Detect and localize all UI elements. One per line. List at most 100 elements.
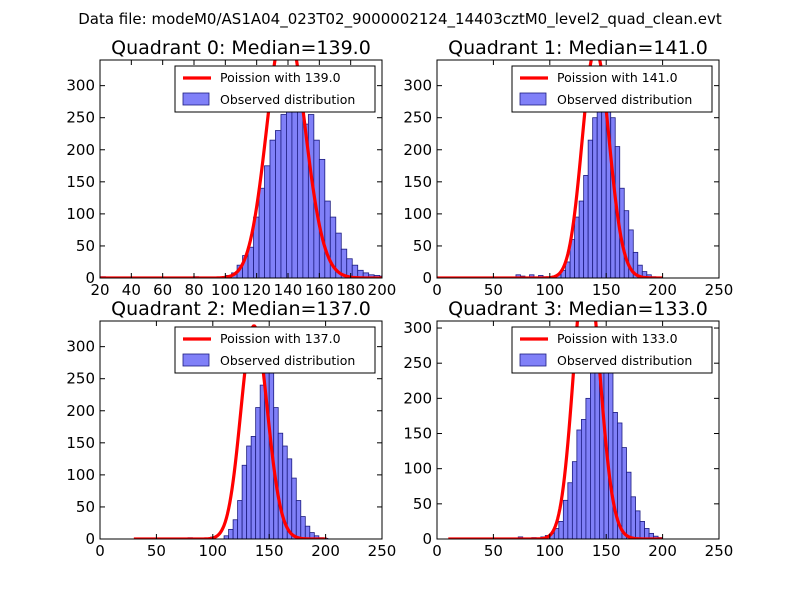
histogram-bar: [590, 366, 596, 539]
histogram-bar: [304, 525, 311, 539]
legend-line-label: Poission with 141.0: [557, 70, 678, 85]
histogram-bar: [608, 362, 614, 539]
histogram-bar: [578, 200, 585, 278]
x-tick-label: 120: [242, 281, 271, 299]
poisson-curve: [100, 60, 382, 278]
histogram-bar: [571, 461, 578, 539]
histogram-bar: [562, 499, 569, 539]
y-tick-label: 150: [403, 173, 432, 191]
histogram-bar: [264, 346, 270, 539]
x-tick-label: 0: [95, 542, 105, 560]
y-tick-label: 300: [66, 338, 95, 356]
legend-hist-swatch: [182, 353, 210, 367]
y-tick-label: 100: [403, 205, 432, 223]
x-tick-label: 150: [592, 542, 621, 560]
x-tick-label: 250: [705, 281, 734, 299]
histogram-bar: [567, 482, 573, 539]
histogram-bar: [241, 464, 248, 539]
legend-hist-label: Observed distribution: [557, 92, 692, 107]
legend-hist-swatch: [519, 353, 547, 367]
x-tick-label: 80: [184, 281, 203, 299]
y-tick-label: 100: [66, 205, 95, 223]
histogram-bar: [280, 114, 287, 278]
histogram-bar: [587, 139, 594, 278]
figure-suptitle: Data file: modeM0/AS1A04_023T02_90000021…: [78, 10, 722, 29]
x-tick-label: 200: [648, 281, 677, 299]
histogram-bar: [626, 471, 632, 539]
x-tick-label: 50: [147, 542, 166, 560]
subplot-title: Quadrant 0: Median=139.0: [111, 37, 371, 59]
subplot-quadrant-0: 20 40 60 80 100 120 140 160 180 20005010015020025…: [66, 37, 396, 299]
histogram-bar: [594, 359, 600, 539]
histogram-bar: [574, 216, 580, 278]
x-tick-label: 100: [535, 542, 564, 560]
subplot-quadrant-1: 0 50 100 150 200 250 0 50 100 150 200 250 300 Quadran…: [403, 37, 733, 299]
legend-line-label: Poission with 139.0: [220, 70, 341, 85]
y-tick-label: 300: [403, 77, 432, 95]
y-tick-label: 200: [66, 402, 95, 420]
histogram-bar: [558, 521, 564, 539]
legend-hist-label: Observed distribution: [557, 353, 692, 368]
x-tick-label: 100: [535, 281, 564, 299]
x-tick-label: 150: [255, 542, 284, 560]
y-tick-label: 0: [85, 269, 95, 287]
x-tick-label: 180: [336, 281, 365, 299]
histogram-bar: [295, 500, 302, 539]
y-tick-label: 300: [66, 77, 95, 95]
x-tick-label: 20: [90, 281, 109, 299]
histogram-bar: [228, 528, 234, 539]
axes-frame: [436, 59, 720, 279]
subplot-quadrant-2: 0 50 100 150 200 250 0 50 100 150 200 250 300 Quadran…: [66, 298, 396, 560]
x-tick-label: 160: [305, 281, 334, 299]
x-tick-label: 100: [198, 542, 227, 560]
histogram-bar: [264, 165, 271, 278]
histogram-bar: [385, 277, 390, 278]
legend-hist-label: Observed distribution: [220, 353, 355, 368]
histogram-bar: [639, 521, 645, 539]
histogram-bar: [296, 110, 304, 278]
x-tick-label: 140: [274, 281, 303, 299]
histogram-bar: [592, 117, 598, 278]
axes-frame: [99, 59, 383, 279]
histogram-bar: [258, 187, 265, 278]
histogram-bar: [635, 510, 641, 539]
histogram-bar: [621, 447, 627, 539]
x-tick-label: 150: [592, 281, 621, 299]
x-tick-label: 200: [311, 542, 340, 560]
histogram-bar: [275, 130, 282, 278]
axes-frame: [99, 320, 383, 540]
histogram-bar: [596, 104, 603, 278]
y-tick-label: 50: [76, 498, 95, 516]
x-tick-label: 200: [648, 542, 677, 560]
y-tick-label: 200: [403, 141, 432, 159]
histogram-bar: [286, 91, 293, 278]
histogram-bar: [583, 175, 589, 278]
y-tick-label: 50: [413, 495, 432, 513]
y-tick-label: 250: [66, 370, 95, 388]
axes-frame: [436, 320, 720, 540]
histogram-bar: [246, 445, 252, 539]
histogram-bar: [277, 432, 284, 539]
subplot-title: Quadrant 2: Median=137.0: [111, 298, 371, 320]
histogram-bar: [300, 516, 306, 539]
histogram-bar: [324, 200, 331, 278]
legend: Poission with 133.0 Observed distribution: [511, 326, 713, 374]
histogram-bar: [580, 419, 587, 539]
histogram-bar: [291, 477, 297, 539]
x-tick-label: 100: [211, 281, 240, 299]
legend: Poission with 137.0 Observed distribution: [174, 326, 376, 374]
y-tick-label: 50: [413, 237, 432, 255]
y-tick-label: 250: [66, 109, 95, 127]
y-tick-label: 0: [422, 269, 432, 287]
histogram-bar: [529, 274, 535, 278]
y-tick-label: 150: [66, 434, 95, 452]
histogram-bar: [232, 519, 239, 539]
histogram-bar: [237, 500, 243, 539]
histogram-bar: [255, 407, 261, 539]
y-tick-label: 100: [403, 460, 432, 478]
histogram-bar: [250, 436, 257, 539]
subplot-title: Quadrant 3: Median=133.0: [448, 298, 708, 320]
histogram-bar: [630, 496, 636, 539]
y-tick-label: 150: [403, 425, 432, 443]
